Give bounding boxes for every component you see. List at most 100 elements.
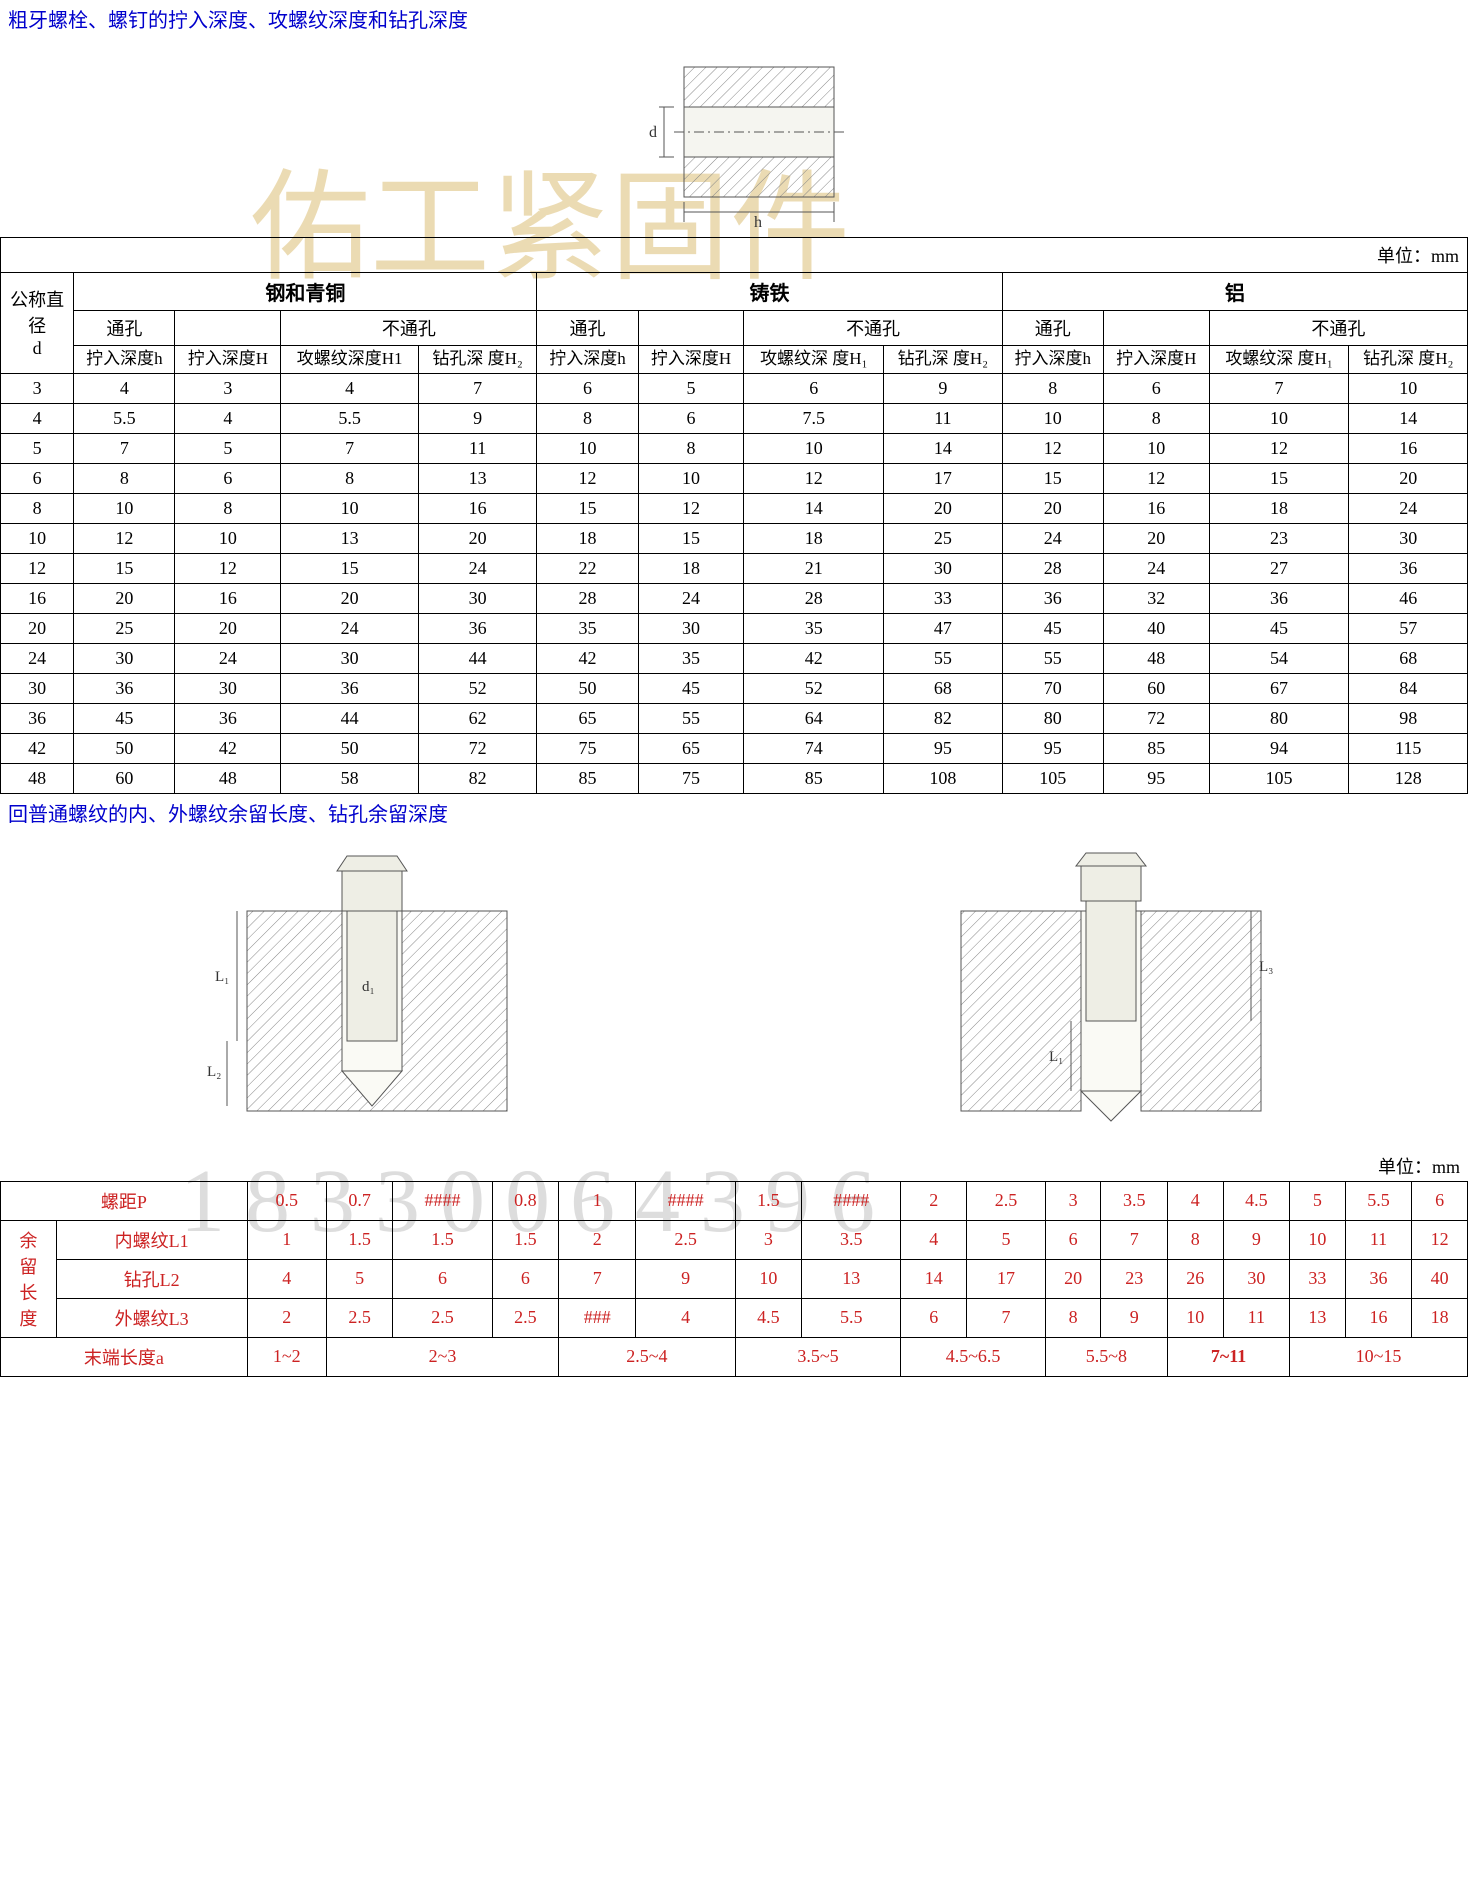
hole-blind-2: 不通孔 — [1209, 311, 1467, 346]
t1-cell-12-10: 94 — [1209, 733, 1349, 763]
t1-cell-4-5: 12 — [638, 493, 744, 523]
t1-cell-13-2: 58 — [281, 763, 419, 793]
t1-cell-12-1: 42 — [175, 733, 281, 763]
t1-cell-3-5: 10 — [638, 463, 744, 493]
t1-cell-12-2: 50 — [281, 733, 419, 763]
t2-cell-2-3: 2.5 — [492, 1298, 559, 1337]
t1-cell-12-8: 95 — [1002, 733, 1103, 763]
t1-cell-5-3: 20 — [418, 523, 537, 553]
t2-cell-0-8: 4 — [901, 1220, 967, 1259]
t2-rowlabel-0: 内螺纹L1 — [56, 1220, 247, 1259]
t2-cell-2-7: 5.5 — [802, 1298, 901, 1337]
t2-cell-0-11: 7 — [1101, 1220, 1168, 1259]
t2-cell-0-14: 10 — [1290, 1220, 1346, 1259]
t1-d-0: 3 — [1, 373, 74, 403]
t1-cell-7-7: 33 — [884, 583, 1003, 613]
t1-cell-13-10: 105 — [1209, 763, 1349, 793]
t1-cell-9-1: 24 — [175, 643, 281, 673]
hole-through-0: 通孔 — [74, 311, 175, 346]
t1-cell-9-6: 42 — [744, 643, 884, 673]
t1-cell-7-5: 24 — [638, 583, 744, 613]
t1-d-4: 8 — [1, 493, 74, 523]
t1-cell-7-9: 32 — [1103, 583, 1209, 613]
t1-cell-9-7: 55 — [884, 643, 1003, 673]
t2-cell-0-2: 1.5 — [393, 1220, 492, 1259]
t1-cell-8-2: 24 — [281, 613, 419, 643]
t1-cell-10-6: 52 — [744, 673, 884, 703]
t2-cell-0-6: 3 — [735, 1220, 802, 1259]
t1-cell-1-1: 4 — [175, 403, 281, 433]
t1-cell-10-1: 30 — [175, 673, 281, 703]
t1-cell-1-7: 11 — [884, 403, 1003, 433]
t1-cell-7-8: 36 — [1002, 583, 1103, 613]
t1-cell-2-9: 10 — [1103, 433, 1209, 463]
pitch-13: 4.5 — [1223, 1181, 1290, 1220]
unit-label: 单位：mm — [1, 238, 1468, 273]
pitch-9: 2.5 — [967, 1181, 1046, 1220]
t1-cell-1-10: 10 — [1209, 403, 1349, 433]
t2-cell-0-15: 11 — [1345, 1220, 1412, 1259]
t1-cell-3-3: 13 — [418, 463, 537, 493]
t1-d-3: 6 — [1, 463, 74, 493]
t1-cell-5-9: 20 — [1103, 523, 1209, 553]
t1-cell-7-11: 46 — [1349, 583, 1468, 613]
t1-cell-13-9: 95 — [1103, 763, 1209, 793]
t1-cell-8-5: 30 — [638, 613, 744, 643]
t1-cell-2-3: 11 — [418, 433, 537, 463]
t2-cell-2-8: 6 — [901, 1298, 967, 1337]
t1-cell-4-7: 20 — [884, 493, 1003, 523]
t1-cell-9-10: 54 — [1209, 643, 1349, 673]
t1-cell-3-4: 12 — [537, 463, 638, 493]
t1-d-9: 24 — [1, 643, 74, 673]
t2-cell-2-16: 18 — [1412, 1298, 1468, 1337]
t2-cell-2-9: 7 — [967, 1298, 1046, 1337]
t1-cell-8-8: 45 — [1002, 613, 1103, 643]
t1-cell-10-10: 67 — [1209, 673, 1349, 703]
t1-cell-5-10: 23 — [1209, 523, 1349, 553]
colhead-m2-2: 攻螺纹深 度H₁ — [744, 346, 884, 374]
t1-d-5: 10 — [1, 523, 74, 553]
material-0: 钢和青铜 — [74, 273, 537, 311]
t1-cell-3-1: 6 — [175, 463, 281, 493]
t1-cell-6-4: 22 — [537, 553, 638, 583]
end-1: 2~3 — [326, 1337, 558, 1376]
t1-cell-0-9: 6 — [1103, 373, 1209, 403]
t1-cell-13-1: 48 — [175, 763, 281, 793]
pitch-8: 2 — [901, 1181, 967, 1220]
t2-cell-1-13: 30 — [1223, 1259, 1290, 1298]
t1-cell-10-5: 45 — [638, 673, 744, 703]
t1-cell-6-8: 28 — [1002, 553, 1103, 583]
t2-cell-1-1: 5 — [326, 1259, 393, 1298]
colhead-m1-0: 拧入深度h — [74, 346, 175, 374]
end-0: 1~2 — [247, 1337, 326, 1376]
t2-cell-0-4: 2 — [559, 1220, 636, 1259]
t1-cell-8-1: 20 — [175, 613, 281, 643]
t2-cell-0-10: 6 — [1045, 1220, 1101, 1259]
end-label: 末端长度a — [1, 1337, 248, 1376]
pitch-14: 5 — [1290, 1181, 1346, 1220]
t1-cell-0-2: 4 — [281, 373, 419, 403]
t2-cell-0-0: 1 — [247, 1220, 326, 1259]
t1-cell-6-6: 21 — [744, 553, 884, 583]
t1-cell-4-9: 16 — [1103, 493, 1209, 523]
t1-cell-0-3: 7 — [418, 373, 537, 403]
pitch-16: 6 — [1412, 1181, 1468, 1220]
t1-cell-12-7: 95 — [884, 733, 1003, 763]
t1-cell-7-1: 16 — [175, 583, 281, 613]
t1-cell-1-6: 7.5 — [744, 403, 884, 433]
t1-cell-11-8: 80 — [1002, 703, 1103, 733]
svg-text:h: h — [754, 214, 762, 227]
t1-cell-0-4: 6 — [537, 373, 638, 403]
end-2: 2.5~4 — [559, 1337, 736, 1376]
t1-cell-8-9: 40 — [1103, 613, 1209, 643]
t1-cell-8-10: 45 — [1209, 613, 1349, 643]
t2-cell-2-13: 11 — [1223, 1298, 1290, 1337]
t2-cell-1-15: 36 — [1345, 1259, 1412, 1298]
t2-cell-1-8: 14 — [901, 1259, 967, 1298]
t1-cell-12-9: 85 — [1103, 733, 1209, 763]
t1-cell-8-3: 36 — [418, 613, 537, 643]
t2-cell-1-9: 17 — [967, 1259, 1046, 1298]
t1-cell-2-4: 10 — [537, 433, 638, 463]
t1-cell-12-5: 65 — [638, 733, 744, 763]
t2-cell-2-1: 2.5 — [326, 1298, 393, 1337]
